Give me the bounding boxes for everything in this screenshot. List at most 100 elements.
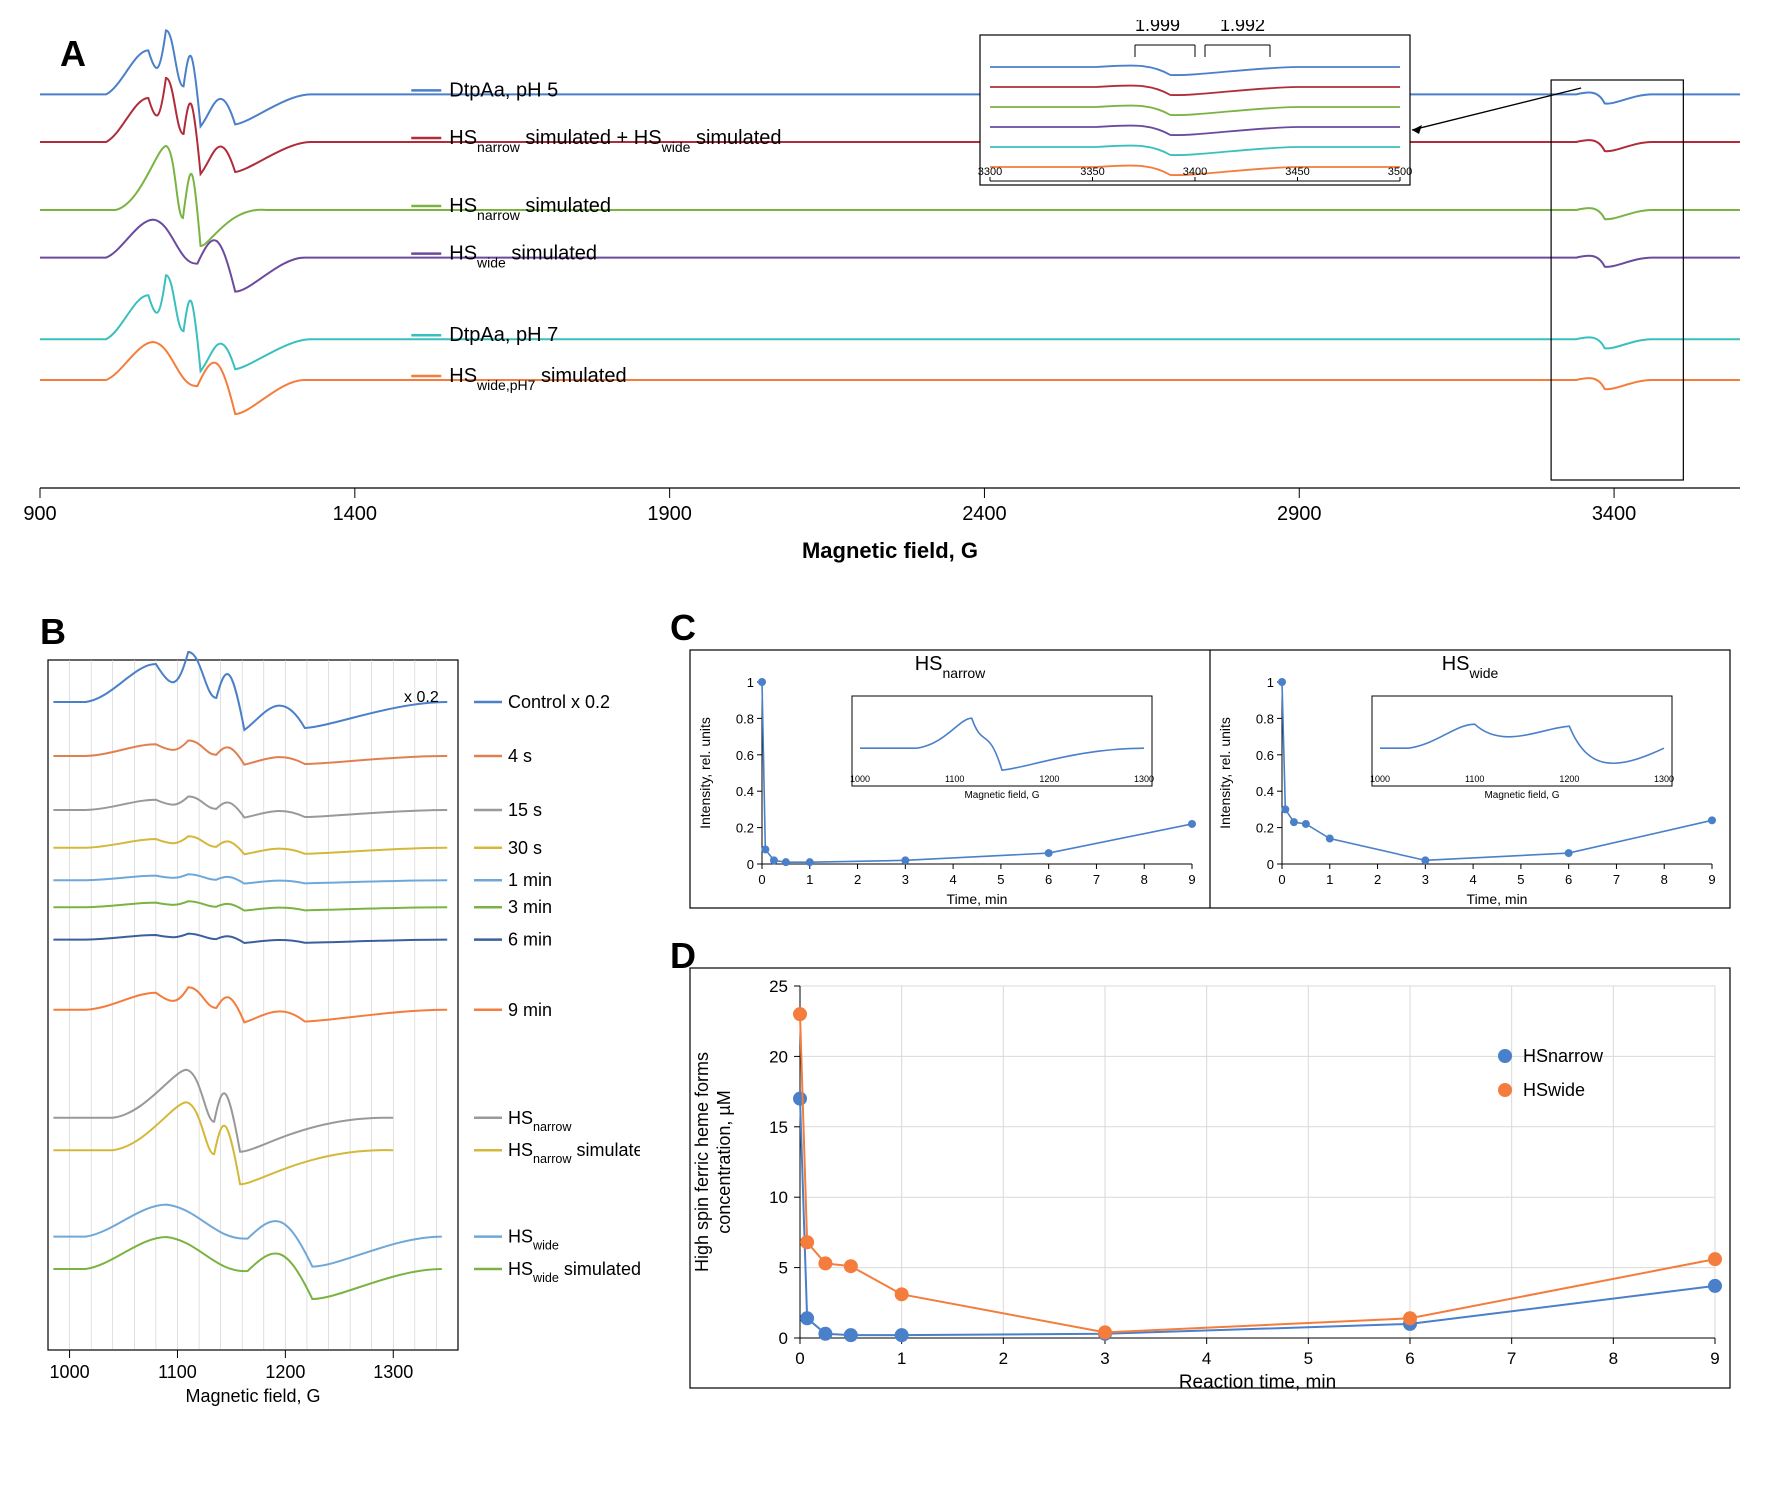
xtick: 1 [897, 1349, 906, 1368]
inset-xtick: 3400 [1183, 166, 1207, 178]
xtick-label: 1300 [373, 1362, 413, 1382]
panel-c-label: C [670, 610, 696, 648]
legend-label: Control x 0.2 [508, 692, 610, 712]
svg-text:1000: 1000 [850, 774, 870, 784]
legend-label: HSwide simulated [449, 243, 597, 271]
ytick: 0.8 [736, 711, 754, 726]
legend-label: HSnarrow [1523, 1046, 1604, 1066]
data-point [1188, 820, 1196, 828]
legend-label: HSwide simulated [508, 1259, 640, 1285]
data-point [758, 678, 766, 686]
subplot-title: HSwide [1442, 653, 1499, 681]
ytick: 15 [769, 1118, 788, 1137]
panel-a-xlabel: Magnetic field, G [802, 538, 978, 563]
panel-b-spectrum [53, 1070, 393, 1152]
ytick: 0.6 [1256, 748, 1274, 763]
xtick: 5 [1517, 872, 1524, 887]
xtick: 2 [999, 1349, 1008, 1368]
panel-d-svg: D 05101520250123456789Reaction time, min… [660, 938, 1740, 1398]
panel-b-label: B [40, 611, 66, 652]
figure-container: A DtpAa, pH 5HSnarrow simulated + HSwide… [20, 20, 1754, 1410]
data-point [1290, 818, 1298, 826]
legend-label: 3 min [508, 897, 552, 917]
xtick: 2 [854, 872, 861, 887]
svg-text:1000: 1000 [1370, 774, 1390, 784]
spectrum-line [40, 78, 1740, 174]
panel-d-label: D [670, 938, 696, 976]
legend-label: HSnarrow simulated [508, 1140, 640, 1166]
panel-a-label: A [60, 33, 86, 74]
ytick: 0.4 [1256, 784, 1274, 799]
xtick: 9 [1708, 872, 1715, 887]
series-point [800, 1311, 814, 1325]
legend-label: HSnarrow [508, 1108, 572, 1134]
panel-b-svg: B Control x 0.24 s15 s30 s1 min3 min6 mi… [20, 610, 640, 1410]
panel-b-xlabel: Magnetic field, G [185, 1386, 320, 1406]
xtick: 9 [1710, 1349, 1719, 1368]
data-point [901, 856, 909, 864]
xtick: 9 [1188, 872, 1195, 887]
panel-b-spectrum [53, 1102, 393, 1184]
xlabel: Time, min [1467, 891, 1528, 907]
legend-label: HSnarrow simulated [449, 195, 611, 223]
xtick: 6 [1045, 872, 1052, 887]
ytick: 25 [769, 977, 788, 996]
xtick: 6 [1565, 872, 1572, 887]
xtick: 1 [1326, 872, 1333, 887]
inset-xtick: 3350 [1080, 166, 1104, 178]
data-point [761, 845, 769, 853]
series-point [818, 1327, 832, 1341]
lower-row: B Control x 0.24 s15 s30 s1 min3 min6 mi… [20, 610, 1754, 1410]
ylabel-group: High spin ferric heme formsconcentration… [692, 1052, 734, 1272]
data-point [1281, 805, 1289, 813]
svg-text:1100: 1100 [1465, 774, 1484, 784]
panel-a-inset-box [980, 35, 1410, 185]
series-point [895, 1328, 909, 1342]
xtick: 3 [1100, 1349, 1109, 1368]
data-point [1045, 849, 1053, 857]
ylabel: Intensity, rel. units [1217, 717, 1233, 829]
xtick: 8 [1661, 872, 1668, 887]
ytick: 0.6 [736, 748, 754, 763]
ytick: 0.2 [1256, 821, 1274, 836]
xtick: 4 [1202, 1349, 1211, 1368]
panel-a-roi-box [1551, 80, 1683, 480]
scale-annotation: x 0.2 [404, 689, 439, 706]
svg-text:1300: 1300 [1654, 774, 1674, 784]
xtick: 0 [1278, 872, 1285, 887]
svg-text:1100: 1100 [945, 774, 964, 784]
ytick: 1 [747, 675, 754, 690]
xtick-label: 1900 [647, 503, 692, 525]
xtick-label: 900 [23, 503, 56, 525]
xlabel: Time, min [947, 891, 1008, 907]
xtick: 5 [997, 872, 1004, 887]
xtick-label: 1100 [158, 1362, 197, 1382]
data-point [806, 858, 814, 866]
panel-c-subplot: HSwide00.20.40.60.810123456789Time, minI… [1217, 653, 1716, 907]
ytick: 0 [1267, 857, 1274, 872]
subplot-title: HSnarrow [915, 653, 986, 681]
panel-c-subplot: HSnarrow00.20.40.60.810123456789Time, mi… [697, 653, 1196, 907]
series-point [1708, 1279, 1722, 1293]
panel-c: C HSnarrow00.20.40.60.810123456789Time, … [660, 610, 1754, 920]
series-point [1708, 1252, 1722, 1266]
xtick-label: 1400 [333, 503, 378, 525]
series-line [800, 1099, 1715, 1336]
xtick-label: 3400 [1592, 503, 1637, 525]
ytick: 10 [769, 1188, 788, 1207]
spectrum-line [40, 220, 1740, 292]
data-point [1278, 678, 1286, 686]
xtick: 8 [1609, 1349, 1618, 1368]
xtick: 1 [806, 872, 813, 887]
xtick-label: 1200 [265, 1362, 305, 1382]
inset-annot-1: 1.999 [1135, 20, 1180, 35]
panel-d: D 05101520250123456789Reaction time, min… [660, 938, 1754, 1398]
xlabel: Reaction time, min [1179, 1372, 1336, 1393]
legend-label: HSwide [508, 1227, 559, 1253]
data-point [1708, 816, 1716, 824]
series-point [1098, 1325, 1112, 1339]
svg-text:1200: 1200 [1559, 774, 1579, 784]
panel-d-frame [690, 968, 1730, 1388]
svg-text:High spin ferric heme forms: High spin ferric heme forms [692, 1052, 712, 1272]
ytick: 0.2 [736, 821, 754, 836]
